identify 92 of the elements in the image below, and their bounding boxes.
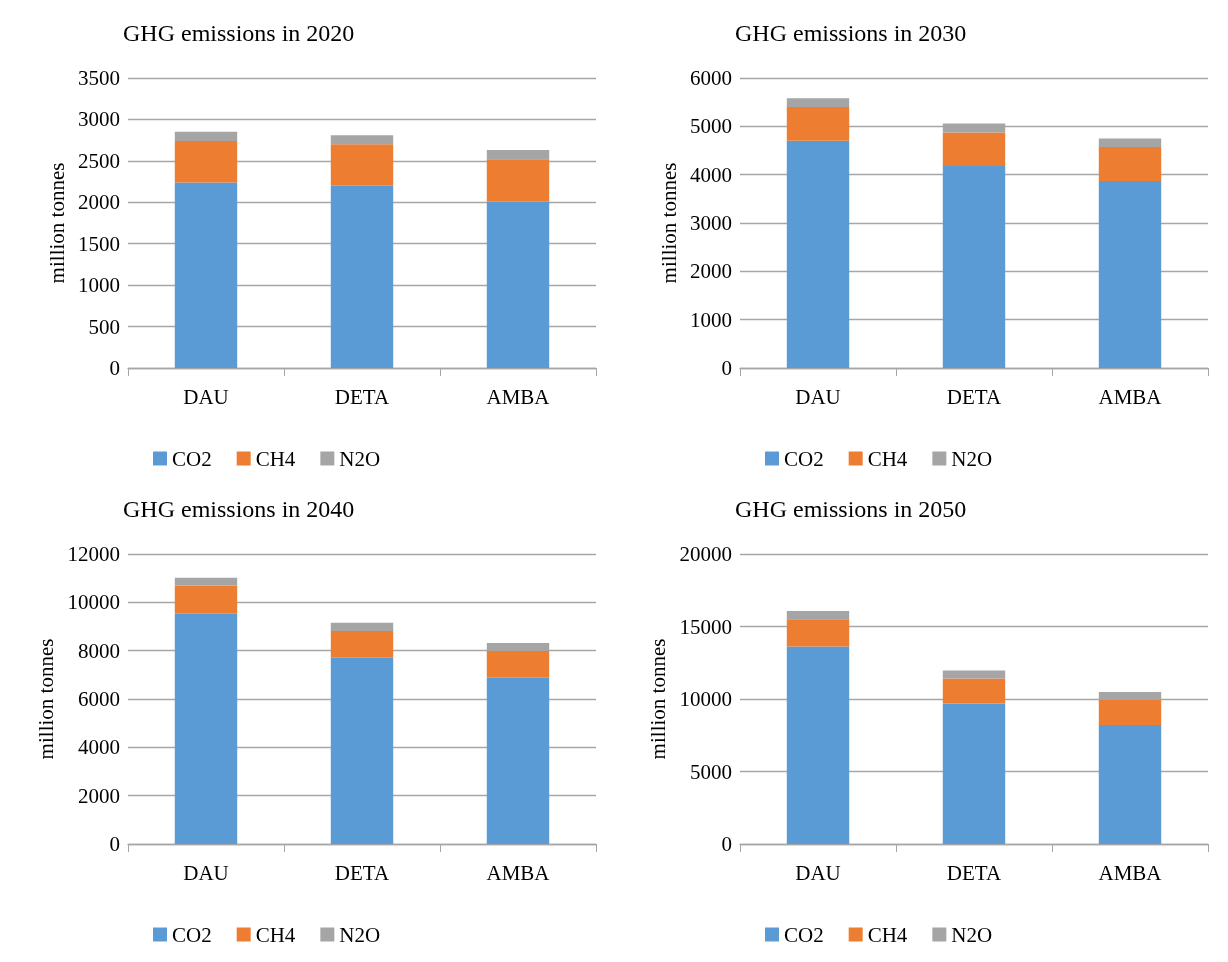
y-axis-title: million tonnes xyxy=(44,162,69,284)
y-tick-label: 15000 xyxy=(679,614,732,639)
bar xyxy=(1098,147,1162,181)
y-tick-label: 0 xyxy=(109,832,120,856)
legend-label: N2O xyxy=(339,922,381,947)
y-tick-label: 2000 xyxy=(78,783,120,808)
x-tick-label: DAU xyxy=(795,384,841,409)
bar xyxy=(786,107,850,141)
legend-label: CO2 xyxy=(784,922,824,947)
y-tick-label: 10000 xyxy=(679,687,732,711)
y-tick-label: 1000 xyxy=(78,273,120,298)
bar xyxy=(330,622,394,632)
y-tick-label: 8000 xyxy=(78,638,120,663)
chart-title: GHG emissions in 2020 xyxy=(123,20,355,46)
y-tick-label: 2000 xyxy=(690,259,732,284)
y-tick-label: 10000 xyxy=(67,590,120,615)
x-tick-label: DETA xyxy=(334,384,390,409)
bar xyxy=(1098,724,1162,844)
x-tick-label: AMBA xyxy=(1098,384,1163,409)
y-tick-label: 0 xyxy=(721,832,732,856)
bar xyxy=(942,670,1006,679)
legend-label: CH4 xyxy=(255,922,296,947)
y-tick-label: 2000 xyxy=(78,190,120,215)
y-tick-label: 1000 xyxy=(690,307,732,332)
bar xyxy=(786,646,850,844)
y-tick-label: 6000 xyxy=(78,687,120,711)
x-tick-label: DAU xyxy=(183,384,229,409)
y-tick-label: 500 xyxy=(88,314,120,339)
legend-label: CO2 xyxy=(172,446,212,471)
y-tick-label: 3000 xyxy=(690,211,732,235)
x-tick-label: DAU xyxy=(183,860,229,885)
bar xyxy=(330,144,394,186)
bar xyxy=(174,577,238,586)
legend-label: CO2 xyxy=(172,922,212,947)
y-tick-label: 5000 xyxy=(690,759,732,784)
bar xyxy=(942,678,1006,704)
legend-label: N2O xyxy=(339,446,381,471)
y-tick-label: 0 xyxy=(721,356,732,380)
bar xyxy=(486,201,550,368)
legend-label: CH4 xyxy=(867,446,908,471)
y-tick-label: 3000 xyxy=(78,107,120,132)
y-tick-label: 3500 xyxy=(78,66,120,90)
x-tick-label: AMBA xyxy=(486,384,551,409)
bar xyxy=(330,631,394,658)
chart-title: GHG emissions in 2040 xyxy=(123,496,355,522)
bar xyxy=(486,150,550,160)
y-tick-label: 12000 xyxy=(67,542,120,566)
legend-label: N2O xyxy=(951,446,993,471)
bar xyxy=(786,98,850,107)
y-tick-label: 0 xyxy=(109,356,120,380)
bar xyxy=(942,132,1006,166)
bar xyxy=(486,159,550,202)
bar xyxy=(174,140,238,183)
x-tick-label: DETA xyxy=(334,860,390,885)
bar xyxy=(174,131,238,141)
legend-label: N2O xyxy=(951,922,993,947)
y-axis-title: million tonnes xyxy=(656,162,681,284)
legend-label: CH4 xyxy=(867,922,908,947)
x-tick-label: AMBA xyxy=(486,860,551,885)
chart-title: GHG emissions in 2030 xyxy=(735,20,967,46)
bar xyxy=(1098,700,1162,725)
y-tick-label: 4000 xyxy=(78,735,120,760)
legend-label: CO2 xyxy=(784,446,824,471)
bar xyxy=(330,185,394,368)
bar xyxy=(330,135,394,145)
bar xyxy=(942,703,1006,844)
bar xyxy=(1098,138,1162,148)
bar xyxy=(786,619,850,647)
chart-title: GHG emissions in 2050 xyxy=(735,496,967,522)
bar xyxy=(174,613,238,844)
x-tick-label: DETA xyxy=(946,860,1002,885)
y-tick-label: 5000 xyxy=(690,114,732,139)
x-tick-label: AMBA xyxy=(1098,860,1163,885)
x-tick-label: DAU xyxy=(795,860,841,885)
bar xyxy=(174,585,238,614)
legend-label: CH4 xyxy=(255,446,296,471)
bar xyxy=(486,650,550,678)
bar xyxy=(786,140,850,368)
y-tick-label: 1500 xyxy=(78,231,120,256)
y-tick-label: 2500 xyxy=(78,148,120,173)
x-tick-label: DETA xyxy=(946,384,1002,409)
bar xyxy=(1098,180,1162,368)
y-tick-label: 4000 xyxy=(690,162,732,187)
bar xyxy=(786,610,850,620)
bar xyxy=(486,677,550,844)
bar xyxy=(174,182,238,368)
y-tick-label: 6000 xyxy=(690,66,732,90)
bar xyxy=(330,657,394,844)
y-axis-title: million tonnes xyxy=(34,638,59,760)
y-tick-label: 20000 xyxy=(679,542,732,566)
bar xyxy=(942,165,1006,368)
y-axis-title: million tonnes xyxy=(646,638,671,760)
